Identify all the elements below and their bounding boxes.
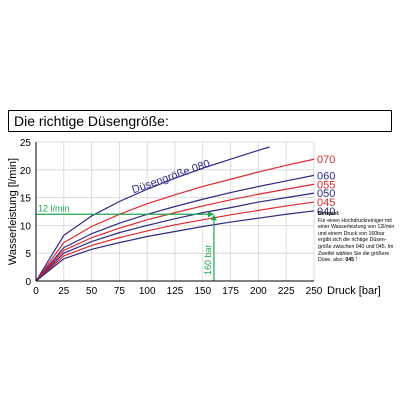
x-tick-label: 175: [222, 286, 239, 297]
x-tick-label: 25: [58, 286, 70, 297]
y-tick-label: 15: [20, 194, 32, 205]
page-title: Die richtige Düsengröße:: [14, 113, 169, 129]
x-tick-label: 75: [114, 286, 126, 297]
series-line-6: [35, 210, 315, 282]
example-answer: 045: [345, 257, 355, 264]
example-heading: Beispiel:: [318, 211, 340, 217]
y-tick-label: 5: [25, 249, 31, 260]
series-label-5: 045: [317, 197, 335, 209]
series-label-2: 060: [317, 170, 335, 182]
x-tick-label: 225: [278, 286, 295, 297]
annotation-label-v: 160 bar: [203, 244, 213, 275]
series-line-2: [35, 174, 315, 282]
x-tick-label: 125: [167, 286, 184, 297]
x-tick-label: 100: [139, 286, 156, 297]
annotations: 12 l/min 160 bar: [36, 203, 217, 281]
example-note: Beispiel: Für einen Hochdruckreiniger mi…: [318, 211, 398, 264]
x-tick-label: 200: [250, 286, 267, 297]
example-body: Für einen Hochdruckreiniger mit einer Wa…: [318, 218, 394, 264]
series-label-4: 050: [317, 188, 335, 200]
series-line-5: [35, 201, 315, 282]
x-tick-label: 0: [33, 286, 39, 297]
x-tick-label: 250: [306, 286, 323, 297]
series-label-1: 070: [317, 154, 335, 166]
axes: 0 25 50 75 100 125 150 175 200 225 250 0 5 10 15 20 25 Dr…: [7, 138, 381, 297]
series-line-4: [35, 192, 315, 282]
y-tick-label: 10: [20, 221, 32, 232]
annotation-label-h: 12 l/min: [38, 203, 70, 213]
series-lines: [35, 146, 315, 282]
annotation-arrow-h: [207, 211, 214, 218]
y-tick-label: 20: [20, 166, 32, 177]
y-tick-label: 25: [20, 138, 32, 149]
x-axis-label: Druck [bar]: [327, 285, 381, 297]
annotation-arrow-v: [210, 214, 217, 221]
series-line-3: [35, 183, 315, 282]
series-label-6: 040: [317, 206, 335, 218]
grid: [35, 141, 315, 282]
series-line-0: [35, 146, 270, 282]
series-line-1: [35, 158, 315, 282]
example-text: Für einen Hochdruckreiniger mit einer Wa…: [318, 217, 395, 264]
x-tick-label: 50: [86, 286, 98, 297]
y-axis-label: Wasserleistung [l/min]: [7, 158, 19, 265]
y-tick-label: 0: [25, 277, 31, 288]
series-label-inline-0: Düsengröße 080: [130, 158, 211, 197]
example-suffix: !: [354, 257, 357, 264]
title-box: Die richtige Düsengröße:: [8, 110, 392, 132]
series-label-3: 055: [317, 179, 335, 191]
x-tick-label: 150: [194, 286, 211, 297]
